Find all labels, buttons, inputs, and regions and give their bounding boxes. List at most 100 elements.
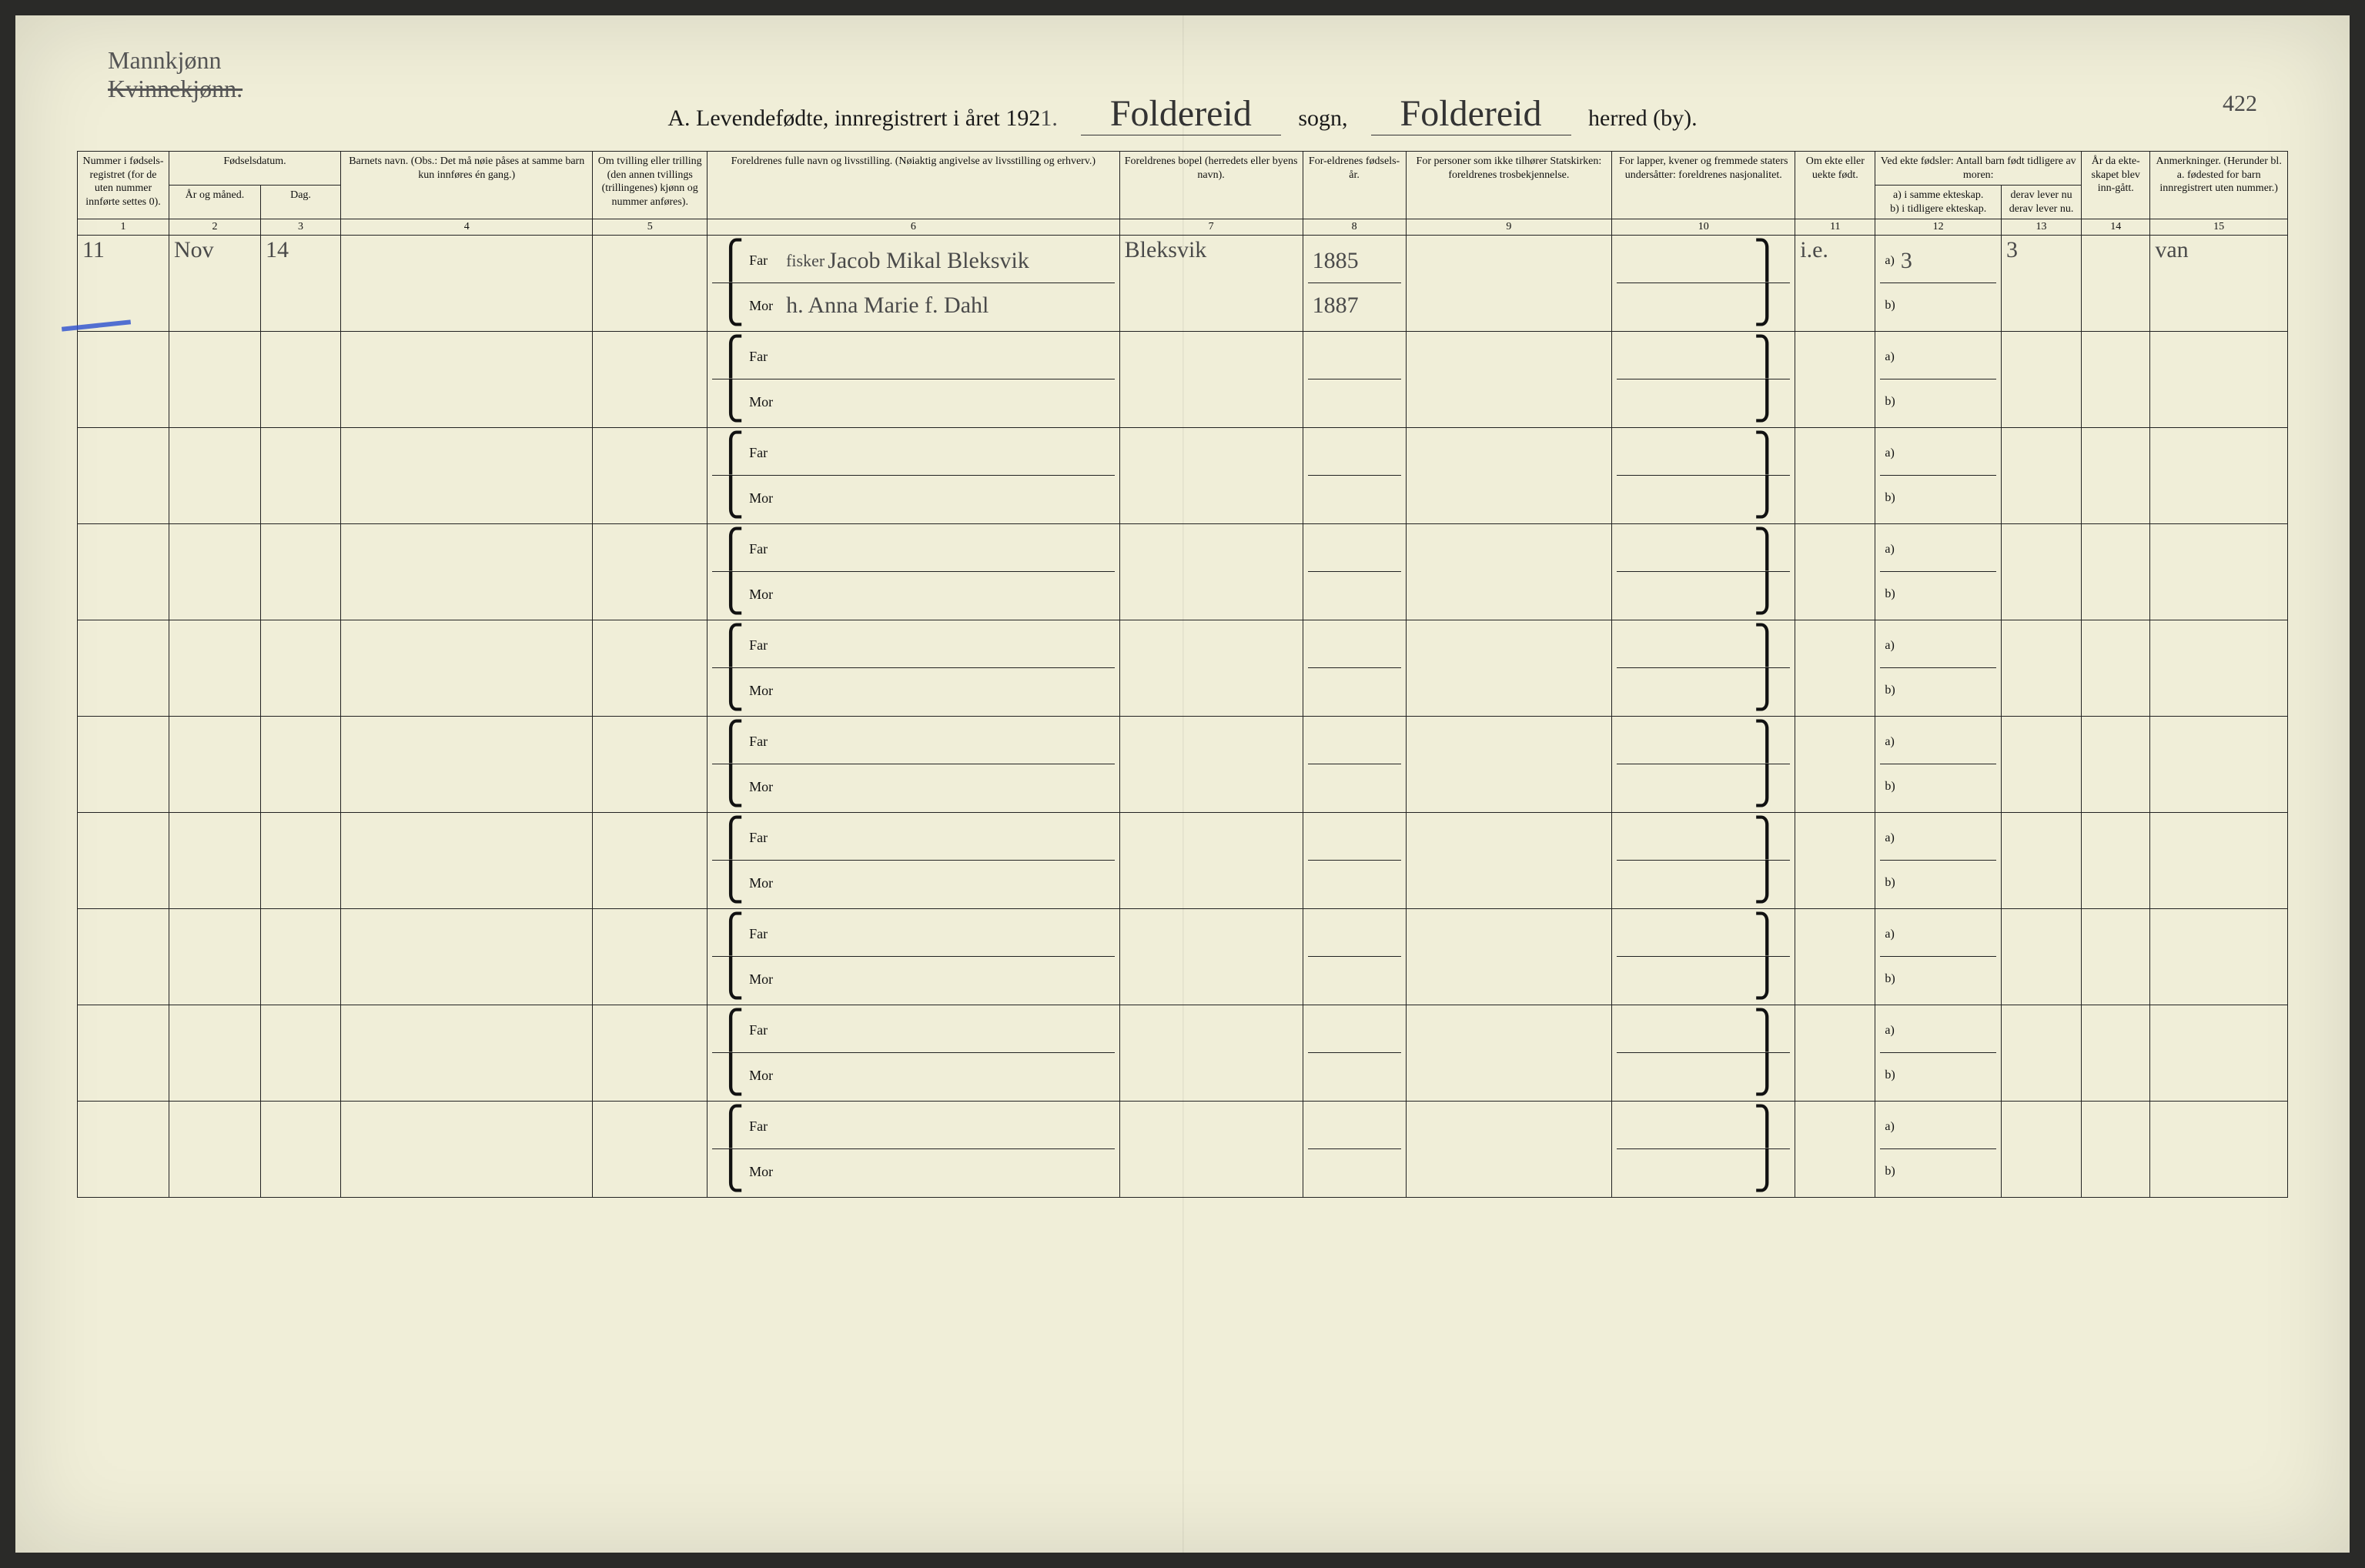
mor-row: ⎩Mor <box>712 668 1115 713</box>
ab-b-row: b) <box>1880 283 1996 328</box>
cell-month <box>169 717 260 813</box>
nat-far: ⎫ <box>1617 431 1790 476</box>
far-label: Far <box>749 637 786 654</box>
nat-far: ⎫ <box>1617 912 1790 957</box>
far-row: ⎧Farfisker Jacob Mikal Bleksvik <box>712 239 1115 283</box>
val-c8-far: 1885 <box>1313 249 1359 272</box>
cell-legitimacy <box>1795 1102 1875 1198</box>
cell-religion <box>1406 428 1612 524</box>
cell-twin <box>593 524 707 620</box>
val-c15: van <box>2155 237 2188 262</box>
ab-b-row: b) <box>1880 379 1996 424</box>
cell-residence <box>1119 620 1303 717</box>
ab-b-label: b) <box>1885 491 1895 505</box>
cell-religion <box>1406 236 1612 332</box>
cell-prev-children: a)b) <box>1875 909 2002 1005</box>
cell-prev-children: a)3b) <box>1875 236 2002 332</box>
top-left-annotation: Mannkjønn Kvinnekjønn. <box>108 46 243 103</box>
cell-prev-children: a)b) <box>1875 620 2002 717</box>
far-row: ⎧Far <box>712 431 1115 476</box>
ab-b-row: b) <box>1880 861 1996 905</box>
ab-b-label: b) <box>1885 587 1895 601</box>
colnum-14: 14 <box>2082 219 2150 236</box>
cell-number <box>78 428 169 524</box>
colnum-2: 2 <box>169 219 260 236</box>
cell-marriage-year <box>2082 1005 2150 1102</box>
mor-row: ⎩Mor <box>712 1053 1115 1098</box>
cell-number: 11 <box>78 236 169 332</box>
cell-month <box>169 428 260 524</box>
mor-row: ⎩Mor <box>712 572 1115 617</box>
ab-a-label: a) <box>1885 350 1894 364</box>
colnum-15: 15 <box>2150 219 2288 236</box>
nat-mor: ⎭ <box>1617 1053 1790 1098</box>
ab-a-label: a) <box>1885 928 1894 941</box>
cell-parents: ⎧Far⎩Mor <box>707 620 1120 717</box>
cell-marriage-year <box>2082 620 2150 717</box>
birthyear-mor <box>1308 1149 1401 1194</box>
cell-twin <box>593 717 707 813</box>
cell-twin <box>593 332 707 428</box>
cell-twin <box>593 236 707 332</box>
nat-mor: ⎭ <box>1617 764 1790 809</box>
cell-residence <box>1119 717 1303 813</box>
cell-living: 3 <box>2001 236 2081 332</box>
mor-row: ⎩Morh. Anna Marie f. Dahl <box>712 283 1115 328</box>
cell-number <box>78 717 169 813</box>
cell-religion <box>1406 909 1612 1005</box>
cell-marriage-year <box>2082 1102 2150 1198</box>
cell-nationality: ⎫⎭ <box>1612 1005 1795 1102</box>
cell-legitimacy <box>1795 332 1875 428</box>
cell-child-name <box>341 1005 593 1102</box>
birthyear-mor <box>1308 379 1401 424</box>
mor-label: Mor <box>749 394 786 410</box>
cell-day <box>260 717 340 813</box>
hdr-c5: Om tvilling eller trilling (den annen tv… <box>593 152 707 219</box>
mor-row: ⎩Mor <box>712 1149 1115 1194</box>
cell-remarks: van <box>2150 236 2288 332</box>
ab-a-label: a) <box>1885 1120 1894 1134</box>
nat-far: ⎫ <box>1617 335 1790 379</box>
nat-mor: ⎭ <box>1617 957 1790 1001</box>
cell-parents: ⎧Far⎩Mor <box>707 1005 1120 1102</box>
cell-nationality: ⎫⎭ <box>1612 332 1795 428</box>
cell-nationality: ⎫⎭ <box>1612 428 1795 524</box>
cell-day: 14 <box>260 236 340 332</box>
far-row: ⎧Far <box>712 816 1115 861</box>
cell-prev-children: a) b) <box>1875 813 2002 909</box>
hdr-c12-top: Ved ekte fødsler: Antall barn født tidli… <box>1875 152 2082 186</box>
colnum-3: 3 <box>260 219 340 236</box>
title-prefix: A. Levendefødte, innregistrert i året 19… <box>667 105 1040 131</box>
hdr-c13: derav lever nu derav lever nu. <box>2001 186 2081 219</box>
nat-mor: ⎭ <box>1617 572 1790 617</box>
colnum-10: 10 <box>1612 219 1795 236</box>
ab-b-label: b) <box>1885 780 1895 794</box>
annotation-kvinnekjonn-struck: Kvinnekjønn. <box>108 75 243 103</box>
cell-number <box>78 1102 169 1198</box>
hdr-c13-top: derav lever nu <box>2006 189 2076 202</box>
ab-b-row: b) <box>1880 668 1996 713</box>
cell-residence <box>1119 1102 1303 1198</box>
cell-remarks <box>2150 909 2288 1005</box>
colnum-7: 7 <box>1119 219 1303 236</box>
far-label: Far <box>749 1118 786 1135</box>
ab-a-row: a) <box>1880 816 1996 861</box>
cell-remarks <box>2150 813 2288 909</box>
ab-a-label: a) <box>1885 735 1894 749</box>
cell-birthyears: 18851887 <box>1303 236 1406 332</box>
birthyear-far <box>1308 431 1401 476</box>
cell-marriage-year <box>2082 428 2150 524</box>
cell-number <box>78 620 169 717</box>
mor-label: Mor <box>749 490 786 507</box>
cell-day <box>260 909 340 1005</box>
cell-birthyears <box>1303 1005 1406 1102</box>
hdr-c8: For-eldrenes fødsels-år. <box>1303 152 1406 219</box>
cell-prev-children: a)b) <box>1875 1005 2002 1102</box>
ab-a-row: a) <box>1880 431 1996 476</box>
mor-row: ⎩Mor <box>712 861 1115 905</box>
ab-b-label: b) <box>1885 876 1895 890</box>
cell-day <box>260 1005 340 1102</box>
cell-month <box>169 1005 260 1102</box>
birthyear-far <box>1308 816 1401 861</box>
cell-parents: ⎧Far⎩Mor <box>707 813 1120 909</box>
